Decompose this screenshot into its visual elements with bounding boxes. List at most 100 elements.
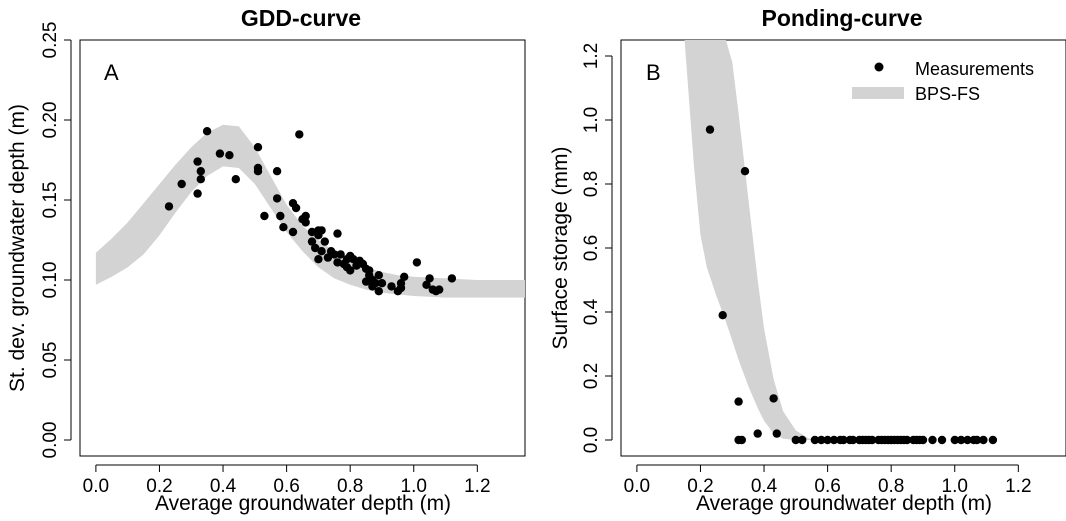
data-point-b [839, 435, 848, 445]
data-point-a [435, 285, 444, 294]
data-point-b [829, 435, 839, 445]
data-point-a [253, 143, 263, 152]
data-point-a [272, 167, 282, 176]
data-point-a [295, 130, 304, 139]
x-tick-label-a: 0.8 [337, 476, 363, 497]
data-point-b [848, 435, 858, 445]
data-point-a [371, 279, 380, 288]
band-layer-b [684, 40, 828, 440]
bps-fs-band-a [95, 124, 525, 298]
x-axis-label-a: Average groundwater depth (m) [155, 492, 451, 515]
data-point-a [288, 227, 298, 237]
plot-frame-a [79, 39, 526, 457]
data-point-b [769, 394, 778, 403]
data-point-a [231, 175, 240, 184]
data-point-a [314, 255, 323, 264]
panel-label-b: B [646, 60, 661, 85]
y-tick-label-b: 1.0 [581, 107, 602, 133]
y-axis-label-a: St. dev. groundwater depth (m) [6, 104, 29, 392]
data-point-a [279, 223, 288, 232]
data-point-a [317, 247, 326, 256]
bps-fs-band-b [684, 40, 828, 440]
legend-label-bps-fs: BPS-FS [915, 84, 980, 104]
y-tick-label-b: 0.2 [581, 363, 602, 389]
data-point-b [791, 435, 800, 445]
x-tick-label-b: 0.0 [624, 476, 650, 497]
y-tick-label-a: 0.20 [40, 102, 61, 139]
data-point-a [330, 250, 339, 259]
y-tick-label-a: 0.00 [40, 422, 61, 459]
data-point-b [956, 435, 966, 445]
x-axis-label-b: Average groundwater depth (m) [696, 492, 992, 515]
data-point-b [798, 435, 807, 445]
data-point-b [817, 435, 826, 445]
y-axis-ticks-a: 0.00 0.05 0.10 0.15 0.20 0.25 [40, 22, 72, 459]
data-point-a [272, 194, 282, 203]
points-layer-b [705, 125, 998, 445]
data-point-a [447, 274, 457, 283]
data-point-a [396, 283, 406, 293]
x-tick-label-b: 1.2 [1005, 476, 1031, 497]
data-point-b [950, 435, 959, 445]
y-tick-label-b: 0.0 [581, 427, 602, 453]
data-point-b [740, 167, 750, 176]
data-point-a [225, 151, 234, 160]
data-point-a [374, 287, 383, 296]
data-point-a [311, 243, 320, 253]
data-point-a [301, 211, 310, 221]
data-point-b [867, 435, 877, 445]
data-point-a [412, 258, 422, 267]
x-tick-label-a: 0.0 [83, 476, 109, 497]
x-axis-ticks-a: 0.0 0.2 0.4 0.6 0.8 1.0 1.2 [83, 464, 491, 497]
y-tick-label-b: 1.2 [581, 43, 602, 69]
x-tick-label-b: 0.2 [687, 476, 713, 497]
y-axis-ticks-b: 0.0 0.2 0.4 0.6 0.8 1.0 1.2 [581, 43, 613, 453]
data-point-a [253, 167, 263, 176]
data-point-a [361, 277, 371, 286]
x-tick-label-a: 1.2 [464, 476, 490, 497]
data-point-a [202, 127, 212, 136]
chart-title-ponding: Ponding-curve [761, 5, 922, 31]
data-point-b [823, 435, 832, 445]
legend-point-marker [874, 62, 884, 72]
y-tick-label-b: 0.8 [581, 171, 602, 197]
data-point-b [963, 435, 972, 445]
data-point-b [979, 435, 988, 445]
data-point-b [928, 435, 937, 445]
data-point-b [753, 429, 762, 438]
data-point-a [336, 250, 345, 259]
y-tick-label-a: 0.10 [40, 262, 61, 299]
x-tick-label-a: 1.0 [401, 476, 427, 497]
gdd-curve-panel: GDD-curve 0.0 0.2 0.4 0.6 0.8 1.0 1.2 0.00 0.05… [6, 5, 526, 515]
x-tick-label-b: 0.8 [878, 476, 904, 497]
data-point-a [387, 282, 396, 291]
x-tick-label-a: 0.4 [210, 476, 237, 497]
data-point-a [177, 179, 186, 189]
y-axis-label-b: Surface storage (mm) [549, 146, 572, 349]
data-point-a [374, 271, 383, 280]
data-point-b [734, 397, 743, 406]
data-point-a [400, 272, 409, 281]
points-layer-a [164, 127, 457, 296]
plot-frame-b [620, 39, 1066, 457]
data-point-a [377, 279, 387, 288]
y-tick-label-a: 0.15 [40, 182, 61, 219]
data-point-a [320, 237, 329, 246]
data-point-a [291, 203, 301, 213]
data-point-b [718, 311, 727, 320]
data-point-a [346, 266, 355, 275]
y-tick-label-b: 0.6 [581, 235, 602, 261]
data-point-a [422, 280, 431, 289]
data-point-b [705, 125, 715, 134]
data-point-b [972, 435, 982, 445]
data-point-a [193, 189, 202, 198]
y-tick-label-a: 0.25 [40, 22, 61, 59]
y-tick-label-b: 0.4 [581, 298, 602, 325]
ponding-curve-panel: Ponding-curve 0.0 0.2 0.4 0.6 0.8 1.0 1.2 0.00… [549, 5, 1066, 515]
data-point-a [193, 157, 202, 166]
data-point-b [902, 435, 912, 445]
x-tick-label-b: 0.4 [751, 476, 778, 497]
chart-title-gdd: GDD-curve [241, 5, 361, 31]
data-point-a [301, 218, 310, 227]
data-point-a [276, 211, 285, 221]
